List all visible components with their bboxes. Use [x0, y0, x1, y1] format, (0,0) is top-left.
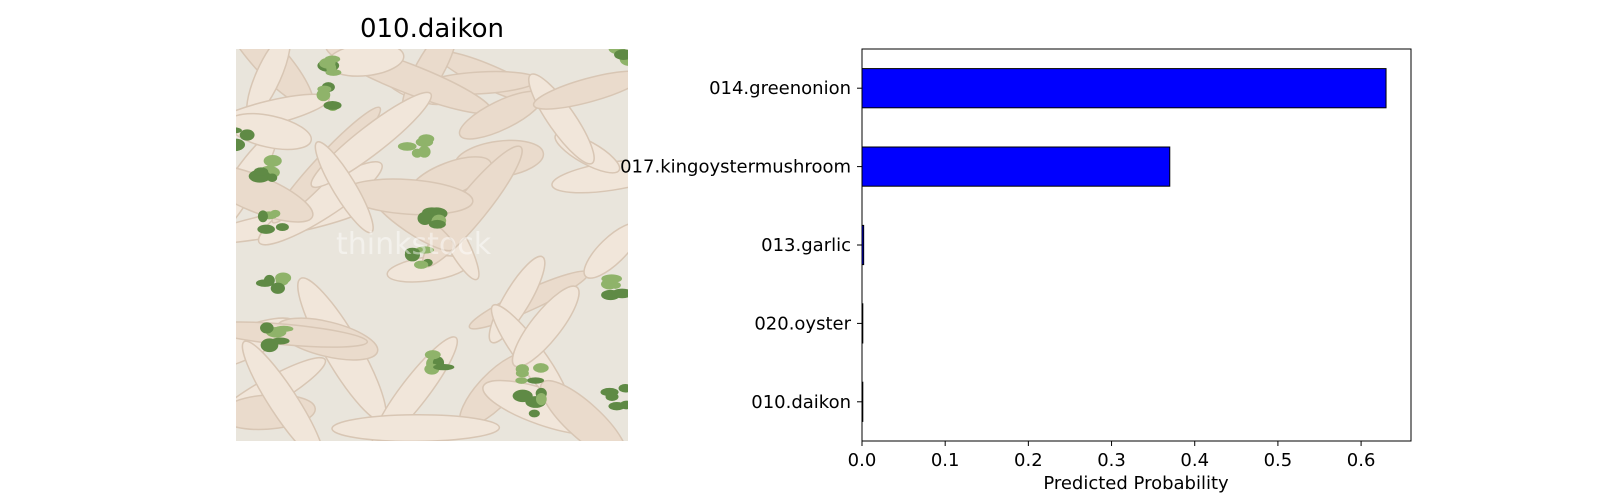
leaf [397, 142, 417, 151]
leaf [260, 322, 274, 334]
daikon-photo-graphic: thinkstock [236, 49, 628, 441]
radish [539, 379, 628, 441]
radish [236, 112, 313, 151]
leaf [418, 134, 435, 144]
leaf [618, 384, 628, 393]
y-tick-label: 020.oyster [754, 313, 851, 334]
daikon-photo: thinkstock [236, 49, 628, 441]
leaf [601, 274, 623, 284]
radish [241, 340, 325, 441]
leaf [433, 363, 455, 371]
photo-watermark: thinkstock [336, 227, 492, 262]
leaf-clusters [236, 49, 628, 418]
leaf [275, 223, 289, 232]
x-axis-label: Predicted Probability [1043, 473, 1229, 494]
leaf [614, 49, 628, 60]
x-tick-label: 0.0 [848, 450, 877, 471]
radish [511, 285, 580, 368]
leaf [236, 127, 242, 134]
leaf [414, 260, 429, 269]
leaf [533, 363, 549, 373]
leaf [316, 88, 331, 102]
leaf [257, 210, 269, 223]
bars-group [861, 68, 1387, 422]
y-tick-label: 014.greenonion [709, 78, 851, 99]
x-tick-label: 0.5 [1264, 450, 1293, 471]
leaf [528, 409, 540, 418]
leaf [526, 377, 545, 384]
radish [236, 321, 369, 348]
leaf [428, 219, 446, 229]
leaf [253, 167, 269, 176]
leaf [605, 392, 619, 402]
leaf [417, 211, 433, 225]
leaf [608, 401, 626, 411]
leaf [609, 281, 621, 289]
leaf [323, 101, 342, 110]
x-tick-label: 0.6 [1347, 450, 1376, 471]
radish [532, 70, 628, 110]
leaf [255, 279, 274, 287]
y-tick-label: 017.kingoystermushroom [620, 157, 851, 178]
leaf [257, 224, 275, 234]
x-tick-label: 0.2 [1014, 450, 1043, 471]
y-tick-label: 010.daikon [751, 392, 851, 413]
leaf [424, 350, 441, 360]
leaf [411, 148, 423, 158]
leaf [536, 392, 547, 406]
radish [583, 222, 628, 279]
x-tick-label: 0.1 [931, 450, 960, 471]
leaf [326, 62, 337, 74]
leaf [515, 364, 529, 375]
y-tick-label: 013.garlic [761, 235, 851, 256]
leaf [270, 209, 281, 218]
category-labels: 014.greenonion 017.kingoystermushroom 013.… [620, 78, 862, 413]
leaf [515, 377, 528, 384]
leaf [236, 138, 246, 151]
x-axis-ticks: 0.0 0.1 0.2 0.3 0.4 0.5 0.6 [848, 441, 1376, 471]
x-tick-label: 0.3 [1097, 450, 1126, 471]
leaf [239, 129, 255, 141]
image-title: 010.daikon [359, 14, 505, 44]
leaf [267, 173, 278, 183]
leaf [404, 247, 420, 256]
radish [331, 414, 501, 441]
leaf [415, 246, 435, 254]
leaf [270, 282, 285, 294]
leaf [271, 337, 290, 345]
x-tick-label: 0.4 [1180, 450, 1209, 471]
bar-017.kingoystermushroom [861, 146, 1171, 187]
radish [314, 141, 374, 234]
leaf [611, 288, 628, 299]
bar-014.greenonion [861, 68, 1387, 109]
leaf [512, 389, 533, 403]
leaf [263, 154, 282, 167]
